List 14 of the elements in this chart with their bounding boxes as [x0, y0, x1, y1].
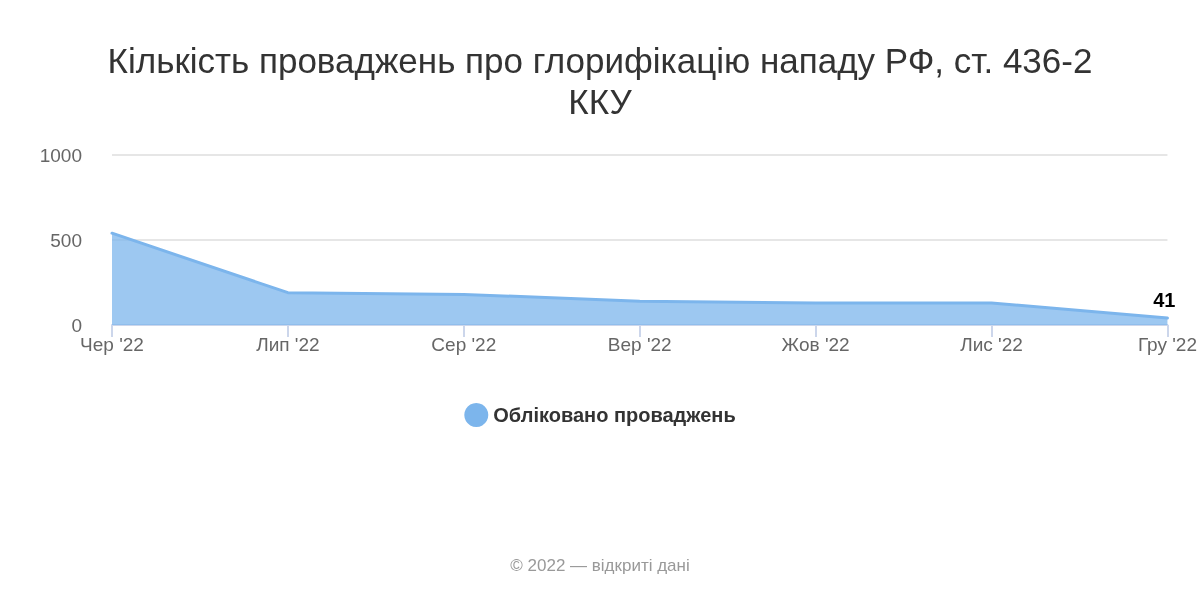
- x-tick-label: Лис '22: [960, 334, 1023, 355]
- y-tick-label: 500: [50, 229, 82, 251]
- x-tick-label: Вер '22: [607, 334, 672, 355]
- x-tick-label: Чер '22: [80, 334, 144, 355]
- legend-label: Обліковано проваджень: [493, 404, 736, 426]
- data-label: 41: [1153, 289, 1176, 312]
- x-tick-label: Гру '22: [1137, 334, 1197, 355]
- x-tick-label: Сер '22: [431, 334, 497, 355]
- chart-title: Кількість проваджень про глорифікацію нападу РФ, ст. 436-2 ККУ: [107, 41, 1093, 121]
- y-tick-label: 0: [71, 314, 82, 336]
- x-tick-label: Жов '22: [781, 334, 850, 355]
- y-tick-label: 1000: [39, 144, 82, 166]
- text: © 2022 — відкриті дані: [510, 556, 690, 575]
- x-tick-label: Лип '22: [256, 334, 320, 355]
